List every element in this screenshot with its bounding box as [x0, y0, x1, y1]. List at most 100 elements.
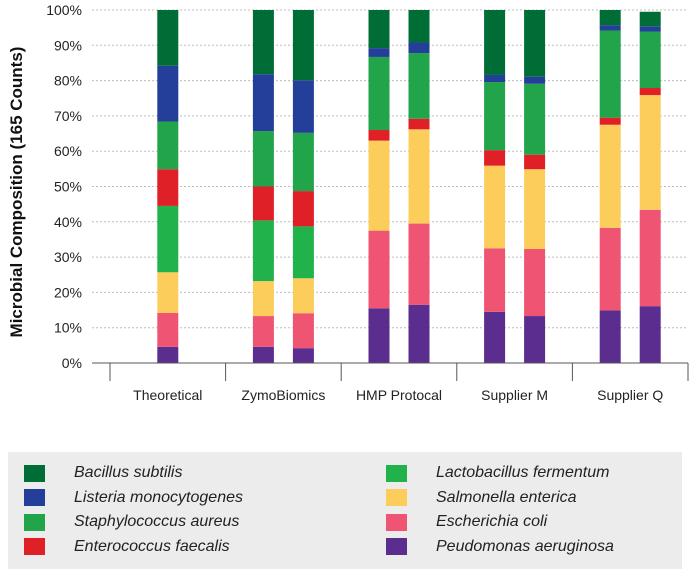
bar-segment — [292, 226, 314, 279]
bar-segment — [408, 129, 430, 224]
bar-segment — [484, 248, 506, 312]
legend-swatch — [386, 538, 407, 555]
bar-segment — [484, 74, 506, 83]
y-tick-label: 90% — [54, 37, 82, 53]
bar-segment — [252, 281, 274, 317]
legend-item: Enterococcus faecalis — [24, 536, 230, 558]
legend-label: Salmonella enterica — [436, 488, 577, 506]
bar-segment — [157, 346, 179, 363]
bar-segment — [484, 10, 506, 75]
bar-segment — [368, 48, 390, 57]
bar-segment — [252, 316, 274, 347]
legend-item: Staphylococcus aureus — [24, 511, 239, 533]
legend-swatch — [24, 513, 45, 531]
y-tick-label: 80% — [54, 73, 82, 89]
legend-swatch — [24, 538, 45, 555]
bar-segment — [252, 186, 274, 221]
bar-segment — [639, 88, 661, 96]
bar-segment — [252, 74, 274, 132]
legend-item: Peudomonas aeruginosa — [386, 536, 614, 558]
legend-label: Enterococcus faecalis — [74, 537, 230, 555]
y-tick-label: 10% — [54, 320, 82, 336]
legend-item: Salmonella enterica — [386, 487, 577, 509]
y-tick-label: 40% — [54, 214, 82, 230]
bar-segment — [408, 304, 430, 363]
gridlines — [92, 9, 688, 364]
bar-segment — [368, 130, 390, 141]
bar-segment — [292, 278, 314, 314]
bar-segment — [639, 31, 661, 89]
bar-segment — [639, 26, 661, 32]
y-tick-label: 70% — [54, 108, 82, 124]
y-tick-label: 30% — [54, 249, 82, 265]
y-tick-label: 50% — [54, 179, 82, 195]
bar-segment — [599, 310, 621, 363]
bar-segment — [484, 82, 506, 151]
bar-segment — [599, 124, 621, 228]
legend-swatch — [386, 513, 407, 531]
bar-segment — [599, 117, 621, 125]
bar-segment — [408, 118, 430, 130]
bar-segment — [157, 205, 179, 273]
bar-segment — [368, 230, 390, 309]
y-tick-label: 60% — [54, 143, 82, 159]
bar-segment — [524, 10, 546, 77]
x-tick-label: HMP Protocal — [356, 387, 442, 403]
bar-segment — [252, 220, 274, 282]
bar-segment — [252, 131, 274, 187]
legend: Bacillus subtilis Listeria monocytogenes S… — [8, 452, 682, 569]
legend-item: Bacillus subtilis — [24, 462, 182, 484]
bar-segment — [599, 10, 621, 26]
bar-segment — [408, 223, 430, 305]
bar-segment — [639, 306, 661, 363]
bar-segment — [408, 10, 430, 43]
bar-segment — [599, 30, 621, 118]
bar-segment — [408, 42, 430, 54]
bar-segment — [292, 132, 314, 192]
x-tick-label: Supplier Q — [597, 387, 663, 403]
bar-segment — [292, 10, 314, 81]
bars — [157, 10, 661, 363]
bar-segment — [524, 83, 546, 155]
bar-segment — [599, 25, 621, 31]
bar-segment — [157, 10, 179, 66]
y-axis-ticks: 0% 10% 20% 30% 40% 50% 60% 70% 80% 90% 100% — [46, 2, 82, 371]
legend-item: Escherichia coli — [386, 511, 547, 533]
bar-segment — [157, 272, 179, 313]
legend-swatch — [24, 489, 45, 506]
legend-label: Lactobacillus fermentum — [436, 464, 610, 481]
legend-label: Peudomonas aeruginosa — [436, 537, 614, 555]
legend-label: Escherichia coli — [436, 513, 548, 530]
bar-segment — [157, 121, 179, 170]
legend-swatch — [24, 464, 45, 482]
legend-label: Listeria monocytogenes — [74, 488, 243, 506]
y-tick-label: 0% — [62, 355, 82, 371]
bar-segment — [599, 227, 621, 311]
legend-swatch — [386, 489, 407, 506]
bar-segment — [524, 248, 546, 317]
legend-label: Staphylococcus aureus — [74, 513, 240, 530]
y-tick-label: 20% — [54, 284, 82, 300]
bar-segment — [524, 76, 546, 84]
x-tick-label: Theoretical — [133, 387, 202, 403]
bar-segment — [408, 53, 430, 119]
bar-segment — [368, 56, 390, 131]
bar-segment — [524, 154, 546, 170]
bar-segment — [639, 11, 661, 27]
x-tick-label: Supplier M — [481, 387, 548, 403]
bar-segment — [292, 348, 314, 363]
bar-segment — [524, 316, 546, 363]
bar-segment — [639, 209, 661, 307]
bar-segment — [252, 10, 274, 75]
legend-item: Listeria monocytogenes — [24, 487, 243, 509]
legend-label: Bacillus subtilis — [74, 464, 183, 481]
y-axis-label: Microbial Composition (165 Counts) — [7, 47, 26, 338]
bar-segment — [484, 311, 506, 363]
bar-segment — [368, 140, 390, 231]
bar-segment — [639, 95, 661, 210]
bar-segment — [252, 346, 274, 363]
bar-segment — [484, 150, 506, 166]
y-tick-label: 100% — [46, 2, 82, 18]
bar-segment — [484, 165, 506, 249]
legend-item: Lactobacillus fermentum — [386, 462, 609, 484]
